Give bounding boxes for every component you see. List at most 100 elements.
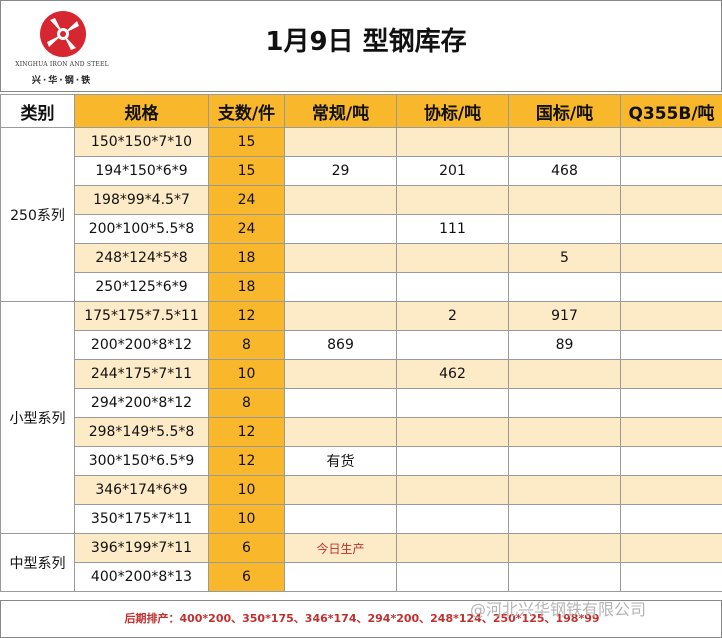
regular-cell: [284, 243, 397, 273]
q355b-cell: [620, 446, 722, 476]
header-q355b: Q355B/吨: [620, 94, 722, 128]
table-row: 298*149*5.5*8 12: [1, 417, 722, 447]
national-standard-cell: [508, 185, 621, 215]
spec-cell: 200*200*8*12: [74, 330, 209, 360]
assoc-standard-cell: [396, 475, 509, 505]
watermark-text: @河北兴华钢铁有限公司: [470, 600, 647, 619]
national-standard-cell: [508, 533, 621, 563]
header-banner: XINGHUA IRON AND STEEL 兴·华·钢·铁 1月9日 型钢库存: [0, 0, 722, 92]
table-row: 250系列 150*150*7*10 15: [0, 127, 722, 302]
regular-cell: [284, 417, 397, 447]
table-row: 200*200*8*12 8 869 89: [1, 330, 722, 360]
pieces-cell: 10: [208, 504, 285, 534]
spec-cell: 294*200*8*12: [74, 388, 209, 418]
q355b-cell: [620, 272, 722, 302]
table-row: 小型系列 175*175*7.5*11 12 2 917: [0, 301, 722, 534]
national-standard-cell: 917: [508, 301, 621, 331]
assoc-standard-cell: [396, 272, 509, 302]
logo-chinese-text: 兴·华·钢·铁: [31, 76, 93, 86]
regular-cell: 869: [284, 330, 397, 360]
assoc-standard-cell: [396, 446, 509, 476]
regular-cell: [284, 214, 397, 244]
assoc-standard-cell: [396, 562, 509, 592]
table-row: 346*174*6*9 10: [1, 475, 722, 505]
assoc-standard-cell: [396, 504, 509, 534]
regular-cell: [284, 301, 397, 331]
table-body: 250系列 150*150*7*10 15 194*150*6*9 15 29 201 468…: [0, 127, 722, 592]
regular-cell: [284, 272, 397, 302]
national-standard-cell: [508, 417, 621, 447]
spec-cell: 400*200*8*13: [74, 562, 209, 592]
page-title: 1月9日 型钢库存: [265, 27, 467, 57]
assoc-standard-cell: [396, 330, 509, 360]
national-standard-cell: [508, 272, 621, 302]
regular-cell: [284, 127, 397, 157]
pieces-cell: 10: [208, 359, 285, 389]
regular-cell: [284, 388, 397, 418]
assoc-standard-cell: [396, 388, 509, 418]
regular-cell: [284, 475, 397, 505]
pieces-cell: 24: [208, 214, 285, 244]
pieces-cell: 6: [208, 562, 285, 592]
table-row: 400*200*8*13 6: [1, 562, 722, 592]
category-cell: 小型系列: [0, 301, 75, 534]
q355b-cell: [620, 214, 722, 244]
pieces-cell: 8: [208, 388, 285, 418]
table-row: 244*175*7*11 10 462: [1, 359, 722, 389]
spec-cell: 244*175*7*11: [74, 359, 209, 389]
q355b-cell: [620, 330, 722, 360]
spec-cell: 200*100*5.5*8: [74, 214, 209, 244]
table-row: 194*150*6*9 15 29 201 468: [1, 156, 722, 186]
assoc-standard-cell: 2: [396, 301, 509, 331]
national-standard-cell: 468: [508, 156, 621, 186]
header-category: 类别: [0, 94, 75, 128]
q355b-cell: [620, 127, 722, 157]
company-logo: XINGHUA IRON AND STEEL 兴·华·钢·铁: [7, 7, 117, 87]
production-schedule-text: 后期排产：400*200、350*175、346*174、294*200、248…: [124, 612, 600, 625]
header-national-standard: 国标/吨: [508, 94, 621, 128]
q355b-cell: [620, 156, 722, 186]
national-standard-cell: [508, 446, 621, 476]
header-assoc-standard: 协标/吨: [396, 94, 509, 128]
assoc-standard-cell: [396, 185, 509, 215]
assoc-standard-cell: [396, 127, 509, 157]
spec-cell: 175*175*7.5*11: [74, 301, 209, 331]
national-standard-cell: [508, 127, 621, 157]
pieces-cell: 15: [208, 156, 285, 186]
assoc-standard-cell: [396, 243, 509, 273]
pieces-cell: 8: [208, 330, 285, 360]
assoc-standard-cell: 462: [396, 359, 509, 389]
pieces-cell: 15: [208, 127, 285, 157]
national-standard-cell: 89: [508, 330, 621, 360]
regular-cell: 29: [284, 156, 397, 186]
table-row: 250*125*6*9 18: [1, 272, 722, 302]
spec-cell: 350*175*7*11: [74, 504, 209, 534]
regular-cell: [284, 359, 397, 389]
pieces-cell: 6: [208, 533, 285, 563]
header-pieces: 支数/件: [208, 94, 285, 128]
pieces-cell: 12: [208, 446, 285, 476]
national-standard-cell: 5: [508, 243, 621, 273]
assoc-standard-cell: 111: [396, 214, 509, 244]
pieces-cell: 10: [208, 475, 285, 505]
pieces-cell: 18: [208, 272, 285, 302]
table-row: 300*150*6.5*9 12 有货: [1, 446, 722, 476]
pieces-cell: 18: [208, 243, 285, 273]
regular-cell: [284, 562, 397, 592]
spec-cell: 300*150*6.5*9: [74, 446, 209, 476]
spec-cell: 194*150*6*9: [74, 156, 209, 186]
spec-cell: 198*99*4.5*7: [74, 185, 209, 215]
national-standard-cell: [508, 388, 621, 418]
table-header-row: 类别 规格 支数/件 常规/吨 协标/吨 国标/吨 Q355B/吨: [0, 94, 722, 128]
regular-cell: [284, 185, 397, 215]
regular-cell: [284, 504, 397, 534]
xinghua-logo-icon: [40, 11, 86, 57]
inventory-table: 类别 规格 支数/件 常规/吨 协标/吨 国标/吨 Q355B/吨 250系列 1…: [0, 94, 722, 592]
q355b-cell: [620, 243, 722, 273]
q355b-cell: [620, 504, 722, 534]
table-row: 350*175*7*11 10: [1, 504, 722, 534]
spec-cell: 346*174*6*9: [74, 475, 209, 505]
spec-cell: 248*124*5*8: [74, 243, 209, 273]
pieces-cell: 12: [208, 301, 285, 331]
q355b-cell: [620, 562, 722, 592]
